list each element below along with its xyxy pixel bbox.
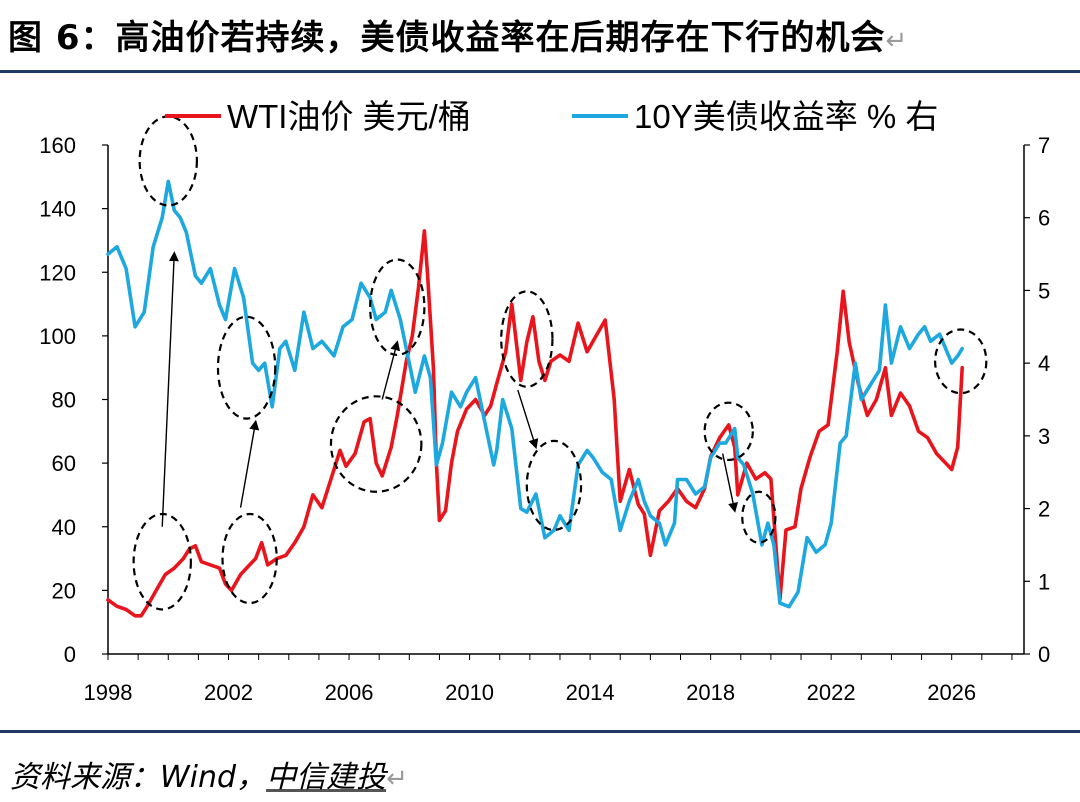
legend: WTI油价 美元/桶 10Y美债收益率 % 右 [165,98,938,135]
us10y-yield-line [106,179,964,609]
left-y-tick-label: 40 [52,515,76,540]
left-y-tick-label: 160 [39,133,76,158]
annotation-arrow [517,389,539,450]
annotation-circle [329,395,423,493]
source-note: 资料来源：Wind，中信建投↵ [10,752,408,796]
top-rule [0,70,1080,73]
return-mark-icon: ↵ [885,26,909,56]
title-text: 图 6：高油价若持续，美债收益率在后期存在下行的机会 [8,18,886,58]
annotation-arrow [161,251,179,527]
source-wind: Wind， [160,760,267,795]
x-tick-label: 2022 [807,680,856,705]
left-y-tick-label: 140 [39,197,76,222]
left-y-tick-label: 60 [52,451,76,476]
x-tick-label: 2002 [204,680,253,705]
page-title: 图 6：高油价若持续，美债收益率在后期存在下行的机会↵ [8,10,908,59]
bottom-rule [0,730,1080,733]
series-group [106,179,964,618]
annotation-circle [216,315,277,420]
source-label: 资料来源： [10,760,160,795]
x-tick-label: 2026 [927,680,976,705]
annotation-circle [369,258,426,357]
legend-wti-label: WTI油价 美元/桶 [227,98,471,135]
left-y-tick-label: 100 [39,324,76,349]
annotation-circle [221,512,278,605]
annotation-circle [525,439,583,532]
left-y-tick-label: 80 [52,388,76,413]
annotation-arrow [239,419,260,508]
annotation-arrow [381,340,401,400]
x-tick-label: 2014 [566,680,615,705]
plot-frame [107,145,1025,655]
chart: 0 20 40 60 80 100 120 140 160 0 1 2 3 4 5 6 7 1998 2002 2… [39,98,1050,705]
right-y-tick-label: 1 [1038,569,1050,594]
x-tick-label: 2010 [445,680,494,705]
wti-oil-price-line [106,229,964,618]
annotation-arrow [721,453,738,513]
right-y-axis: 0 1 2 3 4 5 6 7 [1024,133,1050,667]
source-org: 中信建投 [266,760,387,795]
x-tick-label: 2018 [686,680,735,705]
left-y-tick-label: 20 [52,578,76,603]
right-y-tick-label: 5 [1038,278,1050,303]
left-y-tick-label: 0 [64,642,76,667]
annotation-circle [934,328,988,395]
right-y-tick-label: 3 [1038,424,1050,449]
x-tick-label: 2006 [325,680,374,705]
annotation-circle [500,290,554,388]
right-y-tick-label: 2 [1038,497,1050,522]
right-y-tick-label: 6 [1038,206,1050,231]
annotation-circle [741,490,777,544]
annotation-group [132,115,988,611]
left-y-axis: 0 20 40 60 80 100 120 140 160 [39,133,108,667]
right-y-tick-label: 4 [1038,351,1050,376]
legend-us10y-label: 10Y美债收益率 % 右 [634,98,938,135]
x-tick-label: 1998 [84,680,133,705]
left-y-tick-label: 120 [39,260,76,285]
return-mark-icon: ↵ [386,764,408,794]
annotation-circle [703,401,754,462]
x-axis: 1998 2002 2006 2010 2014 2018 2022 2026 [84,654,1013,705]
right-y-tick-label: 7 [1038,133,1050,158]
right-y-tick-label: 0 [1038,642,1050,667]
